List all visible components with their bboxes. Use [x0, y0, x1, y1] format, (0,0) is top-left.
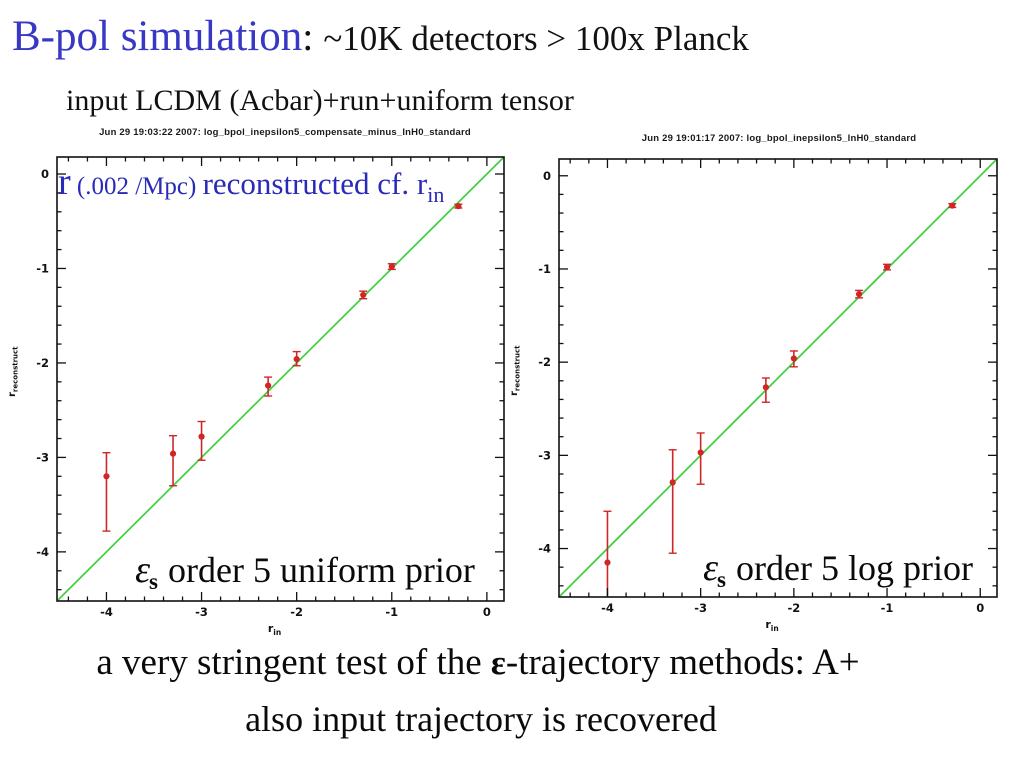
title-highlight: B-pol simulation — [12, 13, 303, 60]
svg-text:-3: -3 — [694, 601, 707, 615]
svg-text:-1: -1 — [538, 262, 551, 276]
svg-text:rreconstruct: rreconstruct — [509, 345, 522, 396]
epsilon-symbol: ε — [490, 643, 506, 682]
slide-title: B-pol simulation: ~10K detectors > 100x … — [12, 12, 749, 61]
left-plot-header: Jun 29 19:03:22 2007: log_bpol_inepsilon… — [99, 127, 471, 138]
overlay-lead: r — [58, 161, 71, 203]
slide-subtitle: input LCDM (Acbar)+run+uniform tensor — [66, 84, 574, 117]
svg-text:-1: -1 — [881, 601, 894, 615]
right-plot: -4 -3 -2 -1 0 0 -1 -2 -3 -4 rin rreconstruct — [509, 158, 998, 633]
svg-text:-2: -2 — [290, 605, 303, 619]
title-separator: : — [302, 14, 324, 59]
caption-text: order 5 uniform prior — [159, 550, 475, 590]
footer1-pre: a very stringent test of the — [96, 642, 491, 683]
title-rest: ~10K detectors > 100x Planck — [323, 19, 749, 58]
caption-text: order 5 log prior — [727, 548, 973, 588]
epsilon-subscript: s — [717, 567, 726, 592]
footer1-post: -trajectory methods: A+ — [505, 642, 860, 683]
epsilon-subscript: s — [149, 569, 158, 594]
overlay-annotation: r (.002 /Mpc) reconstructed cf. rin — [58, 160, 445, 207]
svg-text:-3: -3 — [538, 448, 551, 462]
epsilon-symbol: ε — [703, 547, 719, 589]
epsilon-symbol: ε — [135, 549, 151, 591]
svg-text:0: 0 — [41, 167, 49, 181]
svg-text:-2: -2 — [538, 355, 551, 369]
svg-text:-2: -2 — [36, 356, 49, 370]
svg-text:-3: -3 — [36, 450, 49, 464]
left-plot-caption: εs order 5 uniform prior — [125, 548, 485, 594]
svg-text:-4: -4 — [601, 601, 614, 615]
overlay-tail: reconstructed cf. r — [202, 166, 428, 201]
svg-text:rreconstruct: rreconstruct — [7, 346, 20, 397]
svg-text:-4: -4 — [100, 605, 113, 619]
right-plot-caption: εs order 5 log prior — [693, 546, 983, 592]
svg-text:-3: -3 — [195, 605, 208, 619]
svg-text:0: 0 — [976, 601, 984, 615]
overlay-subscript: in — [427, 182, 445, 207]
svg-text:rin: rin — [765, 618, 778, 633]
svg-text:-2: -2 — [787, 601, 800, 615]
footer-line-1: a very stringent test of the ε-trajector… — [0, 641, 956, 684]
svg-text:0: 0 — [483, 605, 491, 619]
svg-text:0: 0 — [543, 169, 551, 183]
right-plot-header: Jun 29 19:01:17 2007: log_bpol_inepsilon… — [641, 133, 917, 144]
svg-text:-4: -4 — [36, 545, 49, 559]
svg-text:-1: -1 — [385, 605, 398, 619]
footer-line-2: also input trajectory is recovered — [245, 699, 717, 739]
overlay-mid: (.002 /Mpc) — [70, 173, 203, 200]
svg-text:rin: rin — [268, 622, 281, 637]
svg-text:-1: -1 — [36, 261, 49, 275]
svg-text:-4: -4 — [538, 542, 551, 556]
